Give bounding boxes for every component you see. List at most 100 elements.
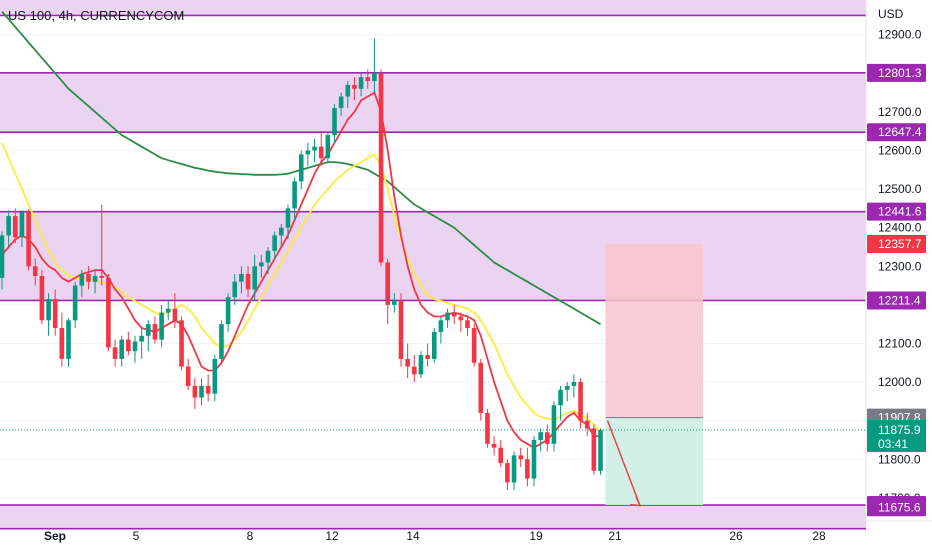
candle-body bbox=[478, 362, 484, 413]
chart-title: US 100, 4h, CURRENCYCOM bbox=[8, 8, 185, 23]
candle-body bbox=[305, 150, 311, 155]
candle-body bbox=[72, 285, 78, 321]
time-tick-label: 14 bbox=[406, 529, 420, 543]
candle-body bbox=[518, 455, 523, 460]
time-tick-label: 5 bbox=[133, 529, 140, 543]
candle-body bbox=[425, 355, 430, 359]
price-tick-label: 12700.0 bbox=[878, 105, 922, 119]
candle-body bbox=[132, 341, 138, 352]
candle-body bbox=[591, 428, 597, 471]
price-tick-label: 12900.0 bbox=[878, 28, 922, 42]
candle-body bbox=[525, 459, 530, 479]
candle-body bbox=[485, 412, 490, 444]
candle-body bbox=[451, 312, 457, 317]
candle-body bbox=[199, 385, 204, 398]
candle-body bbox=[551, 405, 557, 444]
candle-body bbox=[92, 275, 98, 282]
price-badge-bg bbox=[867, 235, 926, 254]
candle-body bbox=[345, 84, 351, 97]
candle-body bbox=[265, 250, 271, 263]
candle-body bbox=[531, 439, 537, 479]
candle-body bbox=[252, 266, 257, 290]
candle-body bbox=[32, 266, 38, 276]
candle-body bbox=[0, 235, 5, 278]
time-tick-label: 19 bbox=[529, 529, 543, 543]
candle-body bbox=[239, 274, 244, 282]
candle-body bbox=[318, 146, 324, 159]
price-badge-bg bbox=[867, 202, 926, 221]
candle-body bbox=[498, 447, 504, 464]
candle-body bbox=[26, 212, 31, 267]
candle-body bbox=[445, 312, 450, 321]
candle-body bbox=[505, 463, 510, 483]
candle-body bbox=[172, 308, 178, 321]
candle-body bbox=[192, 385, 198, 398]
projection-arrowhead bbox=[629, 496, 642, 507]
time-tick-label: 12 bbox=[325, 529, 339, 543]
candle-body bbox=[511, 455, 517, 483]
candle-body bbox=[46, 299, 51, 321]
candle-body bbox=[578, 382, 583, 421]
price-tick-label: 12100.0 bbox=[878, 336, 922, 350]
candle-body bbox=[99, 275, 105, 278]
sr-zone bbox=[0, 72, 866, 133]
candle-body bbox=[245, 274, 251, 290]
candle-body bbox=[259, 262, 264, 267]
candle-body bbox=[79, 274, 85, 286]
currency-label: USD bbox=[878, 7, 904, 21]
last-price-countdown: 03:41 bbox=[878, 437, 908, 451]
candle-body bbox=[119, 339, 124, 359]
time-tick-label: 26 bbox=[729, 529, 743, 543]
candle-body bbox=[398, 301, 404, 359]
take-profit-zone bbox=[605, 417, 703, 506]
candle-body bbox=[232, 281, 238, 298]
price-badge-bg bbox=[867, 498, 926, 517]
sr-zone bbox=[0, 0, 866, 16]
price-badge: 11675.6 bbox=[878, 500, 921, 514]
candle-body bbox=[358, 77, 364, 89]
candle-body bbox=[598, 429, 603, 471]
candle-body bbox=[332, 108, 337, 136]
candle-body bbox=[385, 262, 390, 305]
price-badge: 12441.6 bbox=[878, 205, 922, 219]
candle-body bbox=[458, 316, 464, 321]
candle-body bbox=[112, 347, 118, 359]
candle-body bbox=[292, 181, 297, 209]
price-badge: 12801.3 bbox=[878, 66, 922, 80]
last-price-value: 11875.9 bbox=[878, 423, 921, 437]
candle-body bbox=[325, 135, 331, 159]
projection-arrow bbox=[606, 420, 641, 506]
candle-body bbox=[165, 308, 171, 313]
candle-body bbox=[146, 324, 151, 336]
candle-body bbox=[225, 297, 231, 325]
candle-body bbox=[126, 339, 131, 352]
candle-body bbox=[491, 443, 497, 448]
price-badge-bg bbox=[867, 291, 926, 310]
candle-body bbox=[571, 382, 577, 386]
candle-body bbox=[6, 216, 11, 236]
candle-body bbox=[285, 208, 291, 228]
price-badge: 12211.4 bbox=[878, 293, 921, 307]
candle-body bbox=[378, 73, 384, 263]
candle-body bbox=[139, 335, 144, 342]
price-tick-label: 11800.0 bbox=[878, 452, 921, 466]
price-badge-bg bbox=[867, 123, 926, 142]
candle-body bbox=[179, 320, 184, 367]
candle-body bbox=[19, 212, 25, 238]
last-price-badge-bg bbox=[867, 419, 926, 452]
candle-body bbox=[219, 324, 224, 359]
candle-body bbox=[52, 299, 58, 329]
candle-body bbox=[312, 146, 317, 151]
candle-body bbox=[39, 275, 45, 321]
candle-body bbox=[279, 227, 284, 236]
candle-body bbox=[431, 331, 437, 359]
candle-body bbox=[185, 366, 191, 386]
time-tick-label: Sep bbox=[44, 529, 66, 543]
time-tick-label: 21 bbox=[608, 529, 622, 543]
candle-body bbox=[212, 358, 218, 394]
price-badge: 12357.7 bbox=[878, 237, 922, 251]
candle-body bbox=[66, 320, 71, 359]
sr-zone bbox=[0, 505, 866, 529]
